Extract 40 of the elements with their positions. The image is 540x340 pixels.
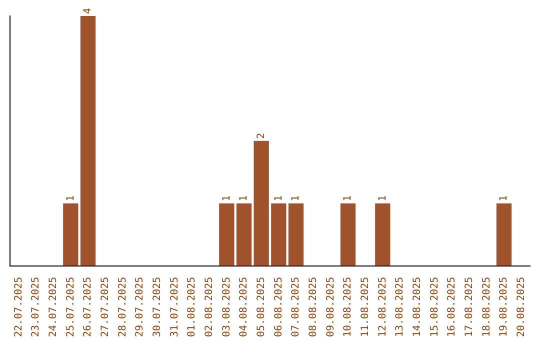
x-tick-label: 28.07.2025 (117, 276, 128, 338)
data-label: 1 (498, 195, 510, 202)
x-tick-label: 04.08.2025 (238, 276, 250, 338)
x-tick-label: 20.08.2025 (516, 276, 527, 338)
x-tick-label: 30.07.2025 (152, 276, 163, 338)
data-label: 2 (256, 132, 267, 139)
x-tick-label: 15.08.2025 (429, 276, 440, 338)
x-tick-label: 16.08.2025 (446, 276, 458, 338)
x-tick-label: 26.07.2025 (82, 276, 94, 338)
x-tick-label: 18.08.2025 (481, 276, 492, 338)
data-label: 1 (290, 195, 302, 202)
x-tick-label: 06.08.2025 (273, 276, 284, 338)
x-tick-label: 01.08.2025 (186, 276, 198, 338)
x-tick-label: 03.08.2025 (221, 276, 232, 338)
x-tick-label: 12.08.2025 (377, 276, 388, 338)
x-tick-label: 09.08.2025 (325, 276, 336, 338)
x-tick-label: 02.08.2025 (204, 276, 215, 338)
data-label: 1 (273, 195, 284, 202)
data-label: 1 (221, 195, 232, 202)
data-label: 1 (377, 195, 388, 202)
data-label: 1 (342, 195, 354, 202)
data-label: 1 (238, 195, 250, 202)
x-tick-label: 13.08.2025 (394, 276, 406, 338)
x-tick-label: 14.08.2025 (412, 276, 423, 338)
data-label: 1 (65, 195, 76, 202)
x-tick-label: 05.08.2025 (256, 276, 267, 338)
x-tick-label: 27.07.2025 (100, 276, 111, 338)
x-tick-label: 17.08.2025 (464, 276, 475, 338)
x-tick-label: 22.07.2025 (13, 276, 24, 338)
x-tick-label: 23.07.2025 (30, 276, 42, 338)
x-tick-label: 31.07.2025 (169, 276, 180, 338)
x-tick-label: 29.07.2025 (134, 276, 146, 338)
x-tick-label: 08.08.2025 (308, 276, 319, 338)
x-tick-label: 07.08.2025 (290, 276, 302, 338)
x-tick-label: 25.07.2025 (65, 276, 76, 338)
x-tick-label: 11.08.2025 (360, 276, 371, 338)
x-tick-label: 24.07.2025 (48, 276, 59, 338)
x-tick-label: 19.08.2025 (498, 276, 510, 338)
data-label: 4 (82, 8, 94, 14)
x-tick-label: 10.08.2025 (342, 276, 354, 338)
